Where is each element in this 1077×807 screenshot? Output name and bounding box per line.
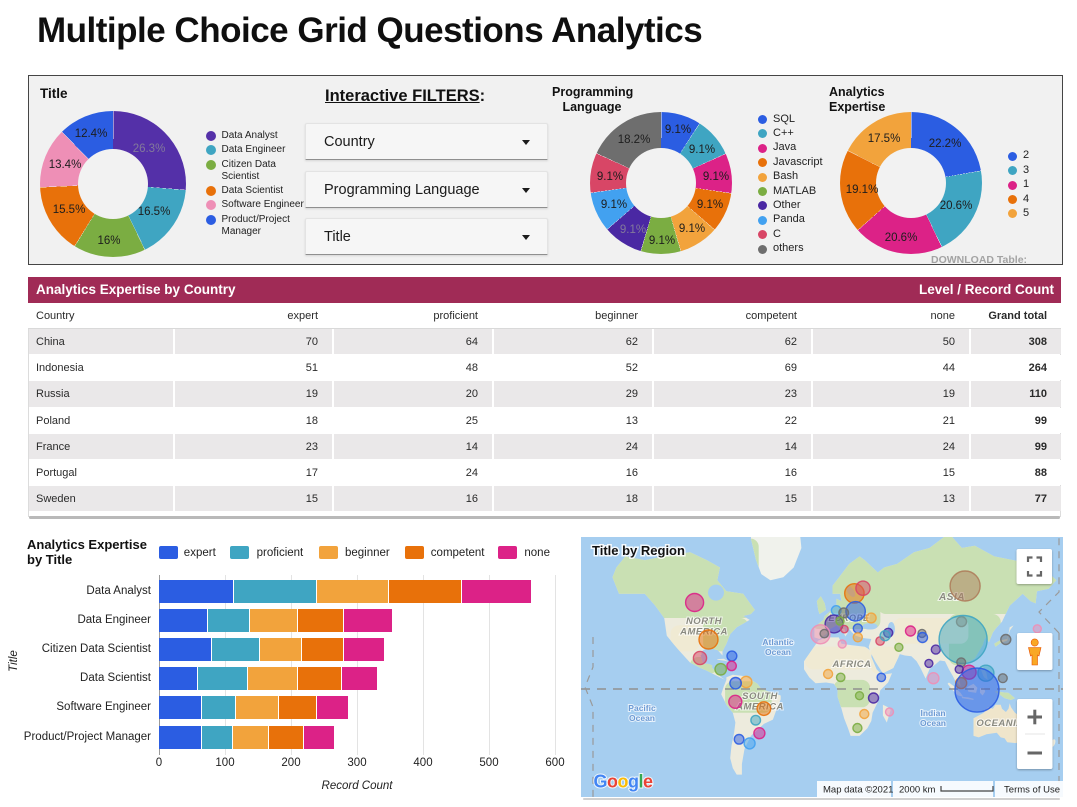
svg-text:Pacific: Pacific [628,703,656,713]
svg-text:Title by Region: Title by Region [592,543,685,558]
svg-text:OCEANIA: OCEANIA [976,718,1023,729]
svg-text:Ocean: Ocean [920,718,946,728]
svg-text:AFRICA: AFRICA [831,659,871,670]
svg-text:Atlantic: Atlantic [762,637,793,647]
svg-text:Ocean: Ocean [629,713,655,723]
svg-text:Indian: Indian [920,708,945,718]
svg-text:2000 km: 2000 km [899,785,936,796]
svg-text:NORTH: NORTH [685,616,722,627]
svg-text:Ocean: Ocean [765,647,791,657]
svg-text:Map data ©2021: Map data ©2021 [823,785,893,796]
svg-text:Google: Google [593,772,653,792]
svg-text:SOUTH: SOUTH [742,691,778,702]
svg-text:Terms of Use: Terms of Use [1004,785,1060,796]
